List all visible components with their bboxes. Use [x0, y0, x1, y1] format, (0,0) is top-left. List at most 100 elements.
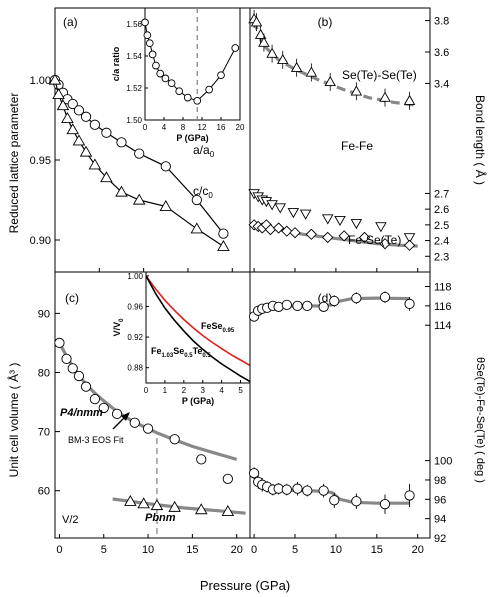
panel-c-ytick-label: 60 — [38, 486, 50, 498]
panel-c-point — [124, 494, 137, 506]
panel-b-point — [299, 209, 312, 220]
panel-c-point — [169, 434, 180, 445]
panel-c-phase-low: P4/nmm — [60, 407, 103, 419]
inset-c-xtick-label: 5 — [238, 386, 243, 395]
panel-c-fit-label: BM-3 EOS Fit — [68, 435, 124, 445]
panel-b: (b) 2.3 2.4 2.5 2.6 2.7 3.4 3.6 3.8 Se(Te)-Se(Te)… — [248, 7, 449, 273]
inset-a-xtick-label: 12 — [198, 123, 207, 132]
panel-a-point — [160, 161, 171, 172]
panel-c-point — [168, 500, 181, 512]
panel-d-point — [302, 485, 313, 496]
panel-b-ytick-label: 2.7 — [434, 188, 449, 200]
legend-b-fese: Fe-Se(Te) — [348, 233, 401, 247]
panel-a-point — [88, 158, 102, 170]
panel-d-label: (d) — [318, 291, 333, 305]
inset-c-ytick-label: 0.96 — [127, 302, 143, 311]
inset-c-xtick-label: 2 — [182, 386, 187, 395]
panel-a: (a) 0.90 0.95 1.00 a/a0 c/c0 0 4 8 12 16 20 1.50 1.52… — [30, 7, 251, 273]
panel-d-point — [281, 299, 292, 311]
panel-b-point — [322, 231, 334, 244]
panel-d-xtick-label: 20 — [412, 544, 424, 556]
panel-c-point — [137, 497, 150, 509]
panel-c-ytick-label: 80 — [38, 367, 50, 379]
inset-a-xtick-label: 20 — [236, 123, 245, 132]
inset-c-ytick-label: 1.00 — [127, 272, 143, 281]
panel-a-point — [132, 193, 146, 205]
panel-a-point — [100, 171, 113, 183]
panel-b-point — [274, 203, 287, 214]
inset-a-point — [167, 79, 176, 88]
inset-c-ylabel: V/V0 — [112, 318, 125, 337]
inset-a-ytick-label: 1.50 — [126, 116, 142, 125]
panel-b-point — [379, 91, 391, 102]
panel-d-ytick-label: 118 — [434, 282, 452, 294]
panel-d-ytick-label: 98 — [434, 475, 446, 487]
panel-b-point — [321, 214, 334, 225]
panel-d-point — [329, 495, 340, 506]
panel-c-arrow-head — [121, 412, 130, 421]
panel-a-point — [80, 111, 92, 122]
panel-c-point — [222, 473, 233, 485]
inset-a-ytick-label: 1.52 — [126, 84, 142, 93]
panel-b-point — [375, 222, 387, 233]
panel-d-point — [379, 292, 391, 303]
inset-a-xlabel: P (GPa) — [176, 133, 208, 143]
panel-d-point — [379, 499, 391, 510]
legend-a-a0: a/a0 — [193, 143, 215, 159]
panel-a-point — [159, 199, 173, 211]
panel-b-ytick-label: 3.8 — [434, 16, 449, 28]
inset-a-point — [231, 44, 240, 52]
legend-a-c0: c/c0 — [193, 184, 213, 200]
panel-d-xtick-label: 0 — [251, 544, 257, 556]
panel-a-ytick-label: 0.95 — [30, 155, 51, 167]
panel-a-point — [48, 73, 62, 85]
panel-d-ytick-label: 94 — [434, 514, 446, 526]
panel-d-point — [404, 298, 415, 310]
panel-d-ytick-label: 100 — [434, 456, 452, 468]
panel-a-point — [134, 148, 145, 159]
panel-d-point — [404, 490, 415, 501]
inset-c-frame — [145, 271, 251, 384]
panel-b-point — [266, 200, 278, 211]
panel-d-point — [292, 300, 303, 311]
panel-d-ytick-label: 96 — [434, 494, 446, 506]
inset-a-point — [205, 85, 213, 94]
inset-a-xtick-label: 8 — [181, 123, 186, 132]
inset-a-ylabel: c/a ratio — [111, 46, 121, 81]
inset-a-point — [161, 74, 170, 83]
panel-a-point — [101, 127, 112, 138]
panel-d-ytick-label: 114 — [434, 320, 452, 332]
panel-b-point — [258, 36, 270, 47]
panel-d-point — [248, 468, 260, 479]
panel-b-point — [287, 208, 300, 219]
y-axis-title-left-bottom: Unit cell volume ( Å³ ) — [6, 363, 21, 478]
panel-c-xtick-label: 15 — [186, 544, 198, 556]
inset-c-xtick-label: 1 — [163, 386, 168, 395]
panel-c-point — [129, 417, 140, 428]
panel-a-ytick-label: 0.90 — [30, 235, 51, 247]
panel-c-point — [221, 504, 235, 516]
panel-c-xtick-label: 10 — [142, 544, 154, 556]
panel-b-point — [254, 28, 267, 39]
panel-c-xtick-label: 0 — [56, 544, 62, 556]
inset-a-point — [183, 93, 192, 102]
panel-d-point — [351, 496, 362, 507]
panel-b-point — [305, 66, 318, 77]
panel-b-point — [379, 238, 391, 250]
panel-c-phase-high: Pbnm — [145, 512, 176, 524]
inset-a-point — [152, 61, 160, 70]
panel-d-point — [318, 485, 329, 496]
panel-d-point — [351, 292, 362, 304]
panel-d-point — [292, 483, 303, 494]
panel-c-point — [142, 423, 154, 434]
panel-b-ytick-label: 2.3 — [434, 251, 449, 263]
legend-b-sete: Se(Te)-Se(Te) — [342, 68, 417, 82]
panel-c-ytick-label: 90 — [38, 308, 50, 320]
panel-c-ytick-label: 70 — [38, 427, 50, 439]
panel-c-point — [54, 337, 65, 349]
panel-b-point — [272, 222, 285, 234]
inset-c-xtick-label: 3 — [201, 386, 206, 395]
panel-b-point — [358, 231, 371, 244]
panel-b-point — [290, 61, 303, 72]
inset-a-ytick-label: 1.54 — [126, 52, 142, 61]
